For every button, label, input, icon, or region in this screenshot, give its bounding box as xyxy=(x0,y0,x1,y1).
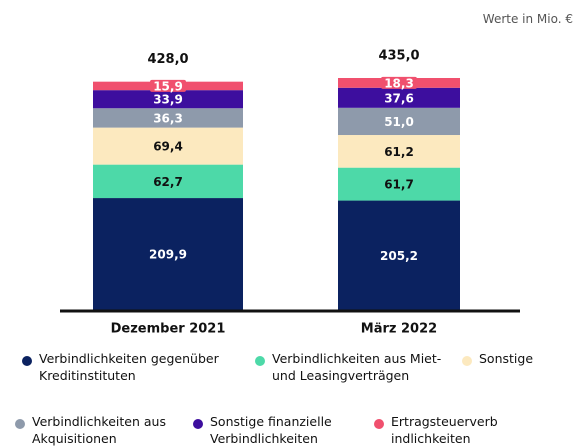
legend-swatch xyxy=(462,356,472,366)
segment-label: 33,9 xyxy=(153,93,183,107)
x-tick-label: März 2022 xyxy=(361,322,437,337)
segment-label: 69,4 xyxy=(153,140,183,154)
total-label: 435,0 xyxy=(378,49,419,64)
segment-label: 61,2 xyxy=(384,145,414,159)
legend-label: Sonstige finanzielle Verbindlichkeiten xyxy=(210,414,332,446)
bar-segment xyxy=(338,167,460,201)
bar-segment xyxy=(338,135,460,168)
legend-swatch xyxy=(255,356,265,366)
bar-segment xyxy=(93,198,243,310)
subtitle: Werte in Mio. € xyxy=(482,12,573,26)
legend-swatch xyxy=(15,419,25,429)
legend-swatch xyxy=(374,419,384,429)
bar-segment xyxy=(338,200,460,310)
bar-segment xyxy=(338,107,460,136)
segment-label: 18,3 xyxy=(384,76,414,90)
segment-label: 51,0 xyxy=(384,115,414,129)
segment-label: 205,2 xyxy=(380,249,418,263)
legend-label: Verbindlichkeiten aus Akquisitionen xyxy=(32,414,166,446)
legend-label: Sonstige xyxy=(479,351,534,366)
segment-label: 15,9 xyxy=(153,79,183,93)
x-tick-label: Dezember 2021 xyxy=(111,322,226,337)
segment-label: 62,7 xyxy=(153,175,183,189)
legend-swatch xyxy=(193,419,203,429)
label-box xyxy=(150,79,186,92)
bar-segment xyxy=(93,90,243,109)
legend-label: Ertragsteuerverbindlichkeiten xyxy=(391,414,498,446)
segment-label: 61,7 xyxy=(384,178,414,192)
total-label: 428,0 xyxy=(147,52,188,67)
legend-label: Verbindlichkeiten aus Miet- und Leasingv… xyxy=(272,351,442,383)
segment-label: 36,3 xyxy=(153,111,183,125)
bar-segment xyxy=(93,127,243,165)
label-box xyxy=(381,76,417,89)
legend-swatch xyxy=(22,356,32,366)
bar-segment xyxy=(93,108,243,128)
bar-segment xyxy=(338,87,460,108)
legend-label: Verbindlichkeiten gegenüber Kreditinstit… xyxy=(39,351,219,383)
bar-segment xyxy=(93,164,243,199)
segment-label: 209,9 xyxy=(149,248,187,262)
segment-label: 37,6 xyxy=(384,91,414,105)
